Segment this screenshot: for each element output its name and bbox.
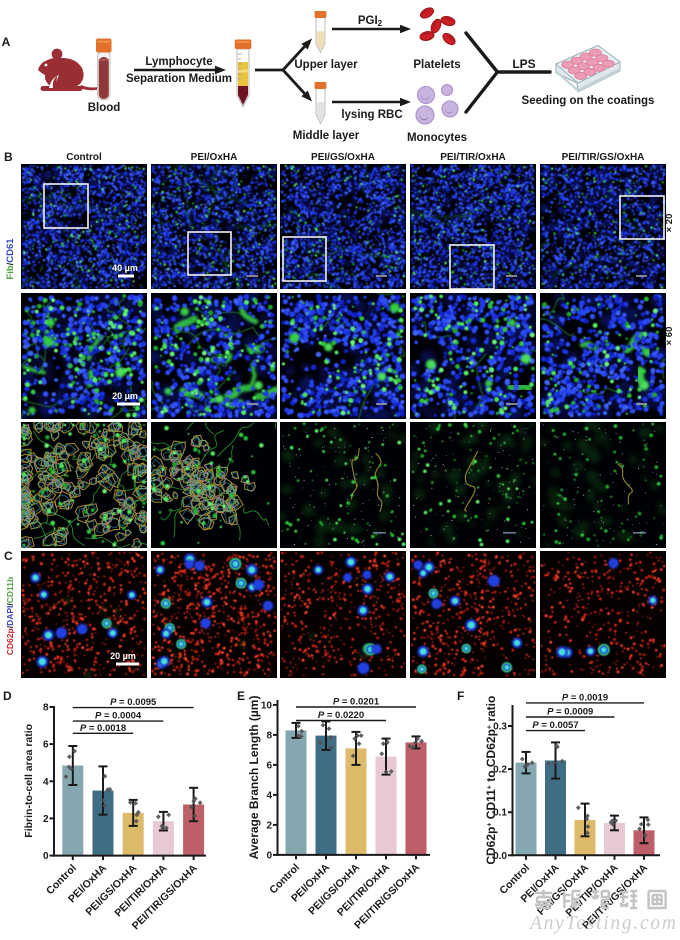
- svg-text:P = 0.0009: P = 0.0009: [547, 707, 593, 718]
- svg-text:F: F: [457, 689, 464, 703]
- svg-text:0.0: 0.0: [493, 851, 507, 862]
- svg-text:40 µm: 40 µm: [112, 263, 138, 273]
- svg-text:Monocytes: Monocytes: [407, 132, 467, 144]
- svg-text:P = 0.0018: P = 0.0018: [80, 723, 126, 734]
- svg-text:PGI2: PGI2: [358, 15, 383, 28]
- svg-text:4: 4: [43, 777, 49, 788]
- svg-text:D: D: [3, 689, 12, 703]
- svg-text:PEI/OxHA: PEI/OxHA: [191, 152, 238, 163]
- svg-text:Middle layer: Middle layer: [293, 130, 360, 142]
- svg-text:Lymphocyte: Lymphocyte: [145, 56, 212, 68]
- svg-text:0.1: 0.1: [493, 808, 507, 819]
- svg-text:× 60: × 60: [664, 327, 675, 346]
- svg-text:P = 0.0220: P = 0.0220: [318, 710, 364, 721]
- svg-text:PEI/TIR/GS/OxHA: PEI/TIR/GS/OxHA: [562, 152, 645, 163]
- svg-text:Separation Medium: Separation Medium: [126, 73, 232, 85]
- svg-text:A: A: [2, 35, 11, 49]
- svg-text:Fibrin-to-cell area ratio: Fibrin-to-cell area ratio: [23, 724, 35, 838]
- svg-text:lysing RBC: lysing RBC: [341, 109, 402, 121]
- svg-text:20 µm: 20 µm: [112, 391, 138, 401]
- svg-text:B: B: [4, 150, 13, 164]
- svg-text:PEI/TIR/OxHA: PEI/TIR/OxHA: [112, 862, 169, 919]
- svg-text:Platelets: Platelets: [413, 59, 460, 71]
- svg-text:P = 0.0201: P = 0.0201: [333, 697, 380, 708]
- svg-text:Control: Control: [66, 152, 102, 163]
- svg-text:0.2: 0.2: [493, 765, 507, 776]
- svg-text:PEI/TIR/OxHA: PEI/TIR/OxHA: [440, 152, 506, 163]
- svg-text:P = 0.0095: P = 0.0095: [110, 697, 157, 708]
- svg-text:E: E: [237, 689, 245, 703]
- svg-text:10: 10: [261, 700, 273, 711]
- svg-text:Seeding on the coatings: Seeding on the coatings: [522, 95, 655, 107]
- svg-text:CD62p+ CD11+ to CD62p+ ratio: CD62p+ CD11+ to CD62p+ ratio: [484, 696, 498, 865]
- svg-text:6: 6: [43, 740, 49, 751]
- svg-text:0.3: 0.3: [493, 722, 507, 733]
- svg-text:Blood: Blood: [88, 102, 121, 114]
- svg-text:8: 8: [266, 730, 272, 741]
- svg-text:× 20: × 20: [664, 214, 675, 233]
- svg-text:2: 2: [266, 820, 272, 831]
- svg-text:0: 0: [43, 851, 49, 862]
- svg-text:8: 8: [43, 703, 49, 714]
- svg-text:6: 6: [266, 760, 272, 771]
- svg-text:PEI/GS/OxHA: PEI/GS/OxHA: [311, 152, 375, 163]
- svg-text:4: 4: [266, 790, 272, 801]
- svg-text:P = 0.0057: P = 0.0057: [532, 720, 578, 731]
- svg-text:Average Branch Length (µm): Average Branch Length (µm): [247, 696, 261, 860]
- svg-text:0: 0: [266, 850, 272, 861]
- svg-text:20 µm: 20 µm: [110, 651, 136, 661]
- svg-text:CD62p/DAPI/CD11b: CD62p/DAPI/CD11b: [5, 577, 15, 655]
- svg-text:Fib/CD61: Fib/CD61: [5, 238, 16, 280]
- svg-text:Upper layer: Upper layer: [294, 59, 358, 71]
- svg-text:C: C: [4, 549, 13, 563]
- svg-text:LPS: LPS: [512, 57, 535, 71]
- svg-text:2: 2: [43, 814, 49, 825]
- svg-text:P = 0.0019: P = 0.0019: [562, 692, 608, 703]
- svg-text:P = 0.0004: P = 0.0004: [95, 711, 142, 722]
